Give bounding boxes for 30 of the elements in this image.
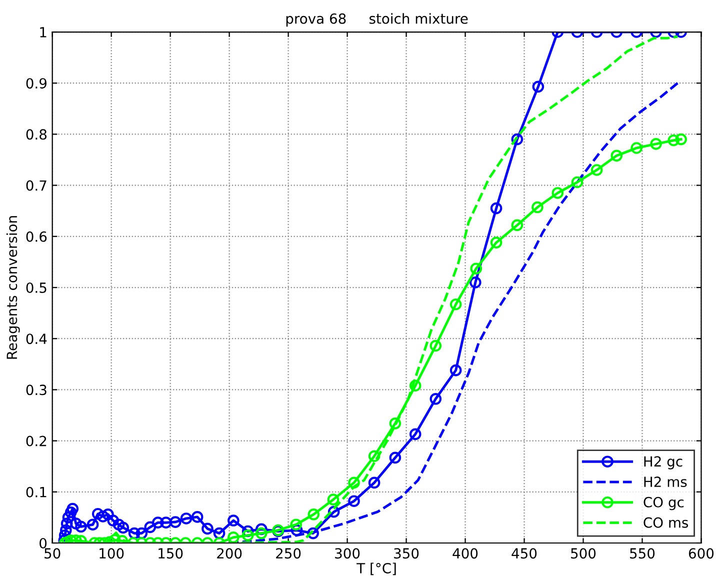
y-axis-title: Reagents conversion xyxy=(6,216,20,359)
x-tick-label: 100 xyxy=(100,548,124,559)
y-tick-label: 0.6 xyxy=(26,231,47,242)
legend-label: H2 gc xyxy=(644,456,682,470)
x-tick-label: 300 xyxy=(335,548,360,559)
x-tick-label: 150 xyxy=(158,548,183,559)
y-tick-label: 0.8 xyxy=(26,129,47,140)
legend-label: H2 ms xyxy=(644,476,687,488)
y-tick-label: 0.9 xyxy=(26,78,47,89)
x-tick-label: 600 xyxy=(688,548,714,559)
y-tick-label: 0.3 xyxy=(26,384,46,396)
legend-label: CO gc xyxy=(644,496,684,510)
x-tick-label: 500 xyxy=(571,548,596,559)
legend-label: CO ms xyxy=(644,517,688,528)
x-tick-label: 50 xyxy=(44,548,60,559)
y-tick-label: 0.1 xyxy=(26,486,46,498)
x-tick-label: 200 xyxy=(217,548,242,559)
x-axis-title: T [°C] xyxy=(356,562,396,576)
x-tick-label: 400 xyxy=(452,548,478,559)
x-tick-label: 350 xyxy=(394,548,419,559)
x-tick-label: 450 xyxy=(512,548,537,559)
y-tick-label: 1 xyxy=(40,27,46,38)
y-tick-label: 0 xyxy=(40,538,47,548)
x-tick-label: 250 xyxy=(276,548,301,559)
y-tick-label: 0.7 xyxy=(26,180,46,191)
chart-title: prova 68 stoich mixture xyxy=(286,13,468,27)
y-tick-label: 0.4 xyxy=(26,334,47,344)
y-tick-label: 0.2 xyxy=(26,436,46,446)
y-tick-label: 0.5 xyxy=(26,282,46,293)
x-tick-label: 550 xyxy=(630,548,655,559)
